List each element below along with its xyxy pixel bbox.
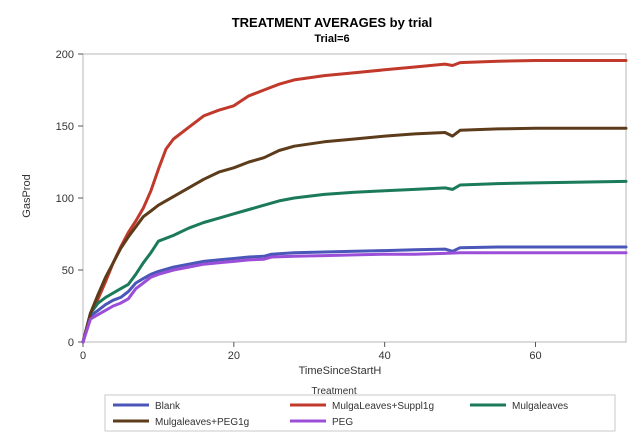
series-line-peg bbox=[81, 251, 628, 344]
legend bbox=[104, 394, 616, 432]
series-line-mulgaleaves bbox=[81, 179, 628, 344]
series-line-mulgaleaves-peg1g bbox=[81, 126, 628, 344]
x-tick-label: 20 bbox=[228, 350, 240, 362]
series-line-blank bbox=[81, 245, 628, 344]
y-tick-label: 150 bbox=[56, 121, 74, 133]
legend-label-mulgaleaves-suppl1g: MulgaLeaves+Suppl1g bbox=[332, 401, 434, 412]
y-tick-label: 50 bbox=[62, 265, 74, 277]
x-tick-label: 40 bbox=[379, 350, 391, 362]
legend-label-blank: Blank bbox=[155, 401, 181, 412]
x-tick-label: 60 bbox=[529, 350, 541, 362]
x-axis-label: TimeSinceStartH bbox=[299, 365, 382, 377]
series-lines bbox=[81, 59, 628, 344]
chart-subtitle: Trial=6 bbox=[314, 33, 349, 45]
y-tick-label: 100 bbox=[56, 193, 74, 205]
chart-title: TREATMENT AVERAGES by trial bbox=[232, 15, 433, 30]
legend-label-peg: PEG bbox=[332, 417, 353, 428]
y-tick-label: 0 bbox=[68, 337, 74, 349]
legend-title: Treatment bbox=[311, 386, 356, 397]
legend-items: Blank MulgaLeaves+Suppl1g Mulgaleaves Mulga… bbox=[113, 401, 568, 428]
y-axis-label: GasProd bbox=[21, 174, 33, 217]
plot-area bbox=[82, 53, 627, 343]
y-axis: 0 50 100 150 200 bbox=[56, 49, 83, 349]
legend-label-mulgaleaves: Mulgaleaves bbox=[512, 401, 568, 412]
legend-label-mulgaleaves-peg1g: Mulgaleaves+PEG1g bbox=[155, 417, 249, 428]
y-tick-label: 200 bbox=[56, 49, 74, 61]
x-tick-label: 0 bbox=[80, 350, 86, 362]
x-axis: 0 20 40 60 bbox=[80, 342, 542, 362]
